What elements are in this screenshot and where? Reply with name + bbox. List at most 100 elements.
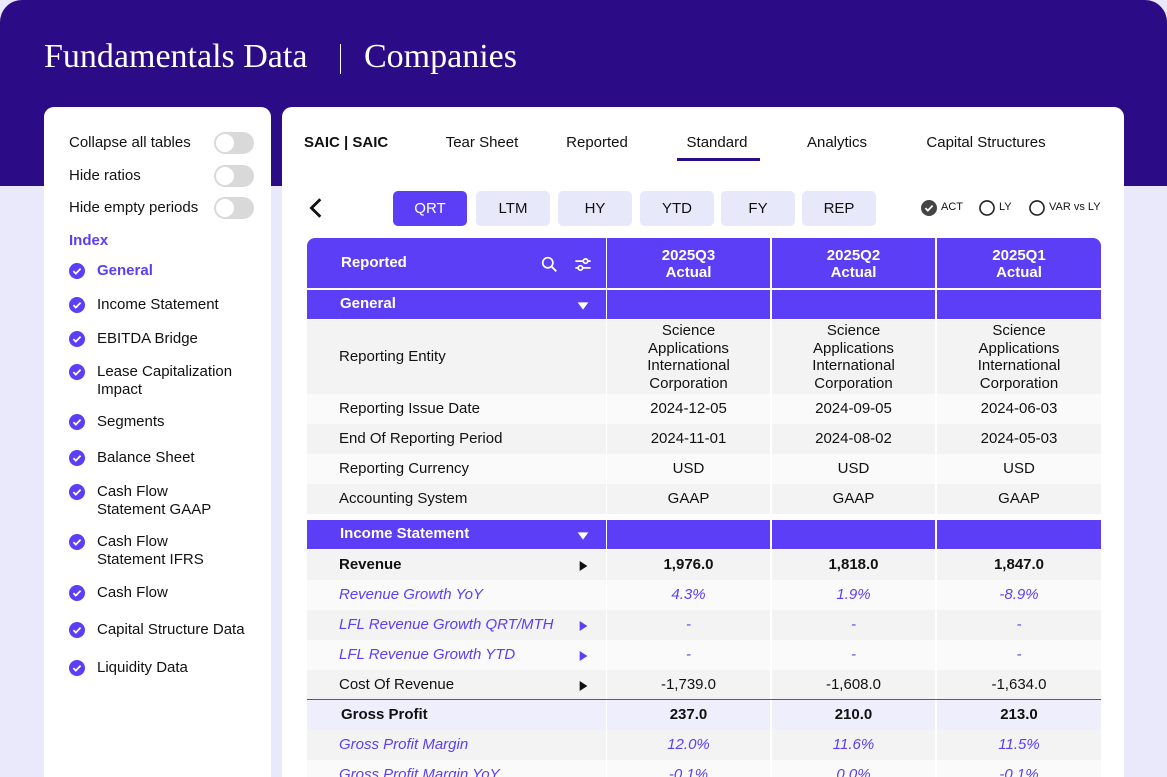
total-border [307, 699, 1101, 700]
view-radio[interactable] [1029, 200, 1045, 216]
toggle-knob [216, 167, 234, 185]
period-button[interactable]: LTM [476, 191, 550, 226]
index-check [69, 364, 85, 380]
value-cell: Science Applications International Corpo… [772, 320, 935, 394]
period-button[interactable]: HY [558, 191, 632, 226]
index-item[interactable]: General [97, 262, 153, 279]
period-button[interactable]: FY [721, 191, 795, 226]
section-row[interactable] [307, 290, 606, 319]
section-cell [607, 290, 770, 319]
search-icon-glyph [541, 256, 557, 272]
cell-value: -1,634.0 [991, 676, 1047, 694]
cell-value: GAAP [667, 490, 710, 508]
cell-value: - [851, 616, 856, 634]
collapse-caret[interactable] [577, 299, 589, 311]
cell-value: 2024-12-05 [650, 400, 727, 418]
row-label-cell [307, 610, 606, 640]
column-header-line: 2025Q3 [661, 247, 716, 264]
index-item[interactable]: EBITDA Bridge [97, 330, 198, 347]
tab[interactable]: Reported [566, 134, 628, 151]
back-arrow[interactable] [306, 196, 328, 220]
row-label: Reporting Entity [339, 348, 446, 365]
value-cell: -1,739.0 [607, 670, 770, 700]
search-icon[interactable] [541, 256, 558, 273]
row-label: End Of Reporting Period [339, 430, 503, 447]
cell-value: GAAP [832, 490, 875, 508]
value-cell: -8.9% [937, 580, 1101, 610]
cell-value: 1,818.0 [828, 556, 879, 574]
section-row[interactable] [307, 520, 606, 549]
title-separator [340, 44, 341, 74]
value-cell: GAAP [937, 484, 1101, 514]
view-radio-glyph [921, 200, 937, 216]
toggle-switch[interactable] [214, 132, 254, 154]
cell-value: -0.1% [668, 766, 709, 777]
filter-icon[interactable] [574, 256, 592, 273]
index-check-glyph [69, 297, 85, 313]
toggle-switch[interactable] [214, 197, 254, 219]
collapse-caret[interactable] [577, 529, 589, 541]
value-cell: 2024-05-03 [937, 424, 1101, 454]
tab[interactable]: Capital Structures [926, 134, 1046, 151]
row-label-cell [307, 454, 606, 484]
row-label: LFL Revenue Growth YTD [339, 646, 516, 663]
expand-arrow[interactable] [578, 559, 589, 571]
expand-arrow-glyph [579, 651, 588, 661]
expand-arrow[interactable] [578, 679, 589, 691]
index-item[interactable]: Cash Flow [97, 584, 168, 601]
index-check-glyph [69, 585, 85, 601]
value-cell: Science Applications International Corpo… [607, 320, 770, 394]
cell-value: -1,739.0 [660, 676, 717, 694]
tab-underline [677, 158, 760, 161]
cell-value: 2024-05-03 [980, 430, 1058, 448]
value-cell: 12.0% [607, 730, 770, 760]
index-item[interactable]: Cash Flow Statement IFRS [97, 533, 204, 568]
value-cell: - [937, 640, 1101, 670]
cell-value: GAAP [998, 490, 1040, 508]
cell-value: -0.1% [999, 766, 1039, 777]
view-label: ACT [941, 201, 963, 213]
index-item[interactable]: Balance Sheet [97, 449, 195, 466]
tab[interactable]: Standard [686, 134, 748, 151]
value-cell: -1,608.0 [772, 670, 935, 700]
column-header-line: Actual [830, 264, 877, 281]
column-header-line: 2025Q2 [826, 247, 881, 264]
index-item[interactable]: Cash Flow Statement GAAP [97, 483, 212, 518]
row-label-cell [307, 394, 606, 424]
row-label-cell [307, 424, 606, 454]
value-cell: 210.0 [772, 700, 935, 730]
index-item[interactable]: Lease Capitalization Impact [97, 363, 233, 398]
tab[interactable]: Analytics [806, 134, 868, 151]
index-item[interactable]: Income Statement [97, 296, 219, 313]
cell-value: 2024-08-02 [815, 430, 892, 448]
row-label: LFL Revenue Growth QRT/MTH [339, 616, 554, 633]
cell-value: 213.0 [1000, 706, 1038, 724]
cell-value: 11.6% [832, 736, 875, 754]
view-radio[interactable] [979, 200, 995, 216]
section-cell [937, 520, 1101, 549]
index-item[interactable]: Segments [97, 413, 165, 430]
cell-value: 1,847.0 [993, 556, 1045, 574]
index-item[interactable]: Liquidity Data [97, 659, 188, 676]
section-name: General [340, 295, 396, 312]
index-item[interactable]: Capital Structure Data [97, 621, 245, 638]
row-label: Revenue Growth YoY [339, 586, 483, 603]
value-cell: - [772, 610, 935, 640]
expand-arrow[interactable] [578, 649, 589, 661]
expand-arrow[interactable] [578, 619, 589, 631]
section-cell [772, 520, 935, 549]
value-cell: -1,634.0 [937, 670, 1101, 700]
period-button[interactable]: YTD [640, 191, 714, 226]
column-header-line: Actual [665, 264, 712, 281]
index-check-glyph [69, 450, 85, 466]
tab[interactable]: Tear Sheet [445, 134, 519, 151]
cell-value: - [1016, 646, 1022, 664]
toggle-switch[interactable] [214, 165, 254, 187]
value-cell: 2024-09-05 [772, 394, 935, 424]
period-button[interactable]: REP [802, 191, 876, 226]
index-check [69, 450, 85, 466]
period-button[interactable]: QRT [393, 191, 467, 226]
index-check [69, 263, 85, 279]
index-check-glyph [69, 414, 85, 430]
view-radio[interactable] [921, 200, 937, 216]
